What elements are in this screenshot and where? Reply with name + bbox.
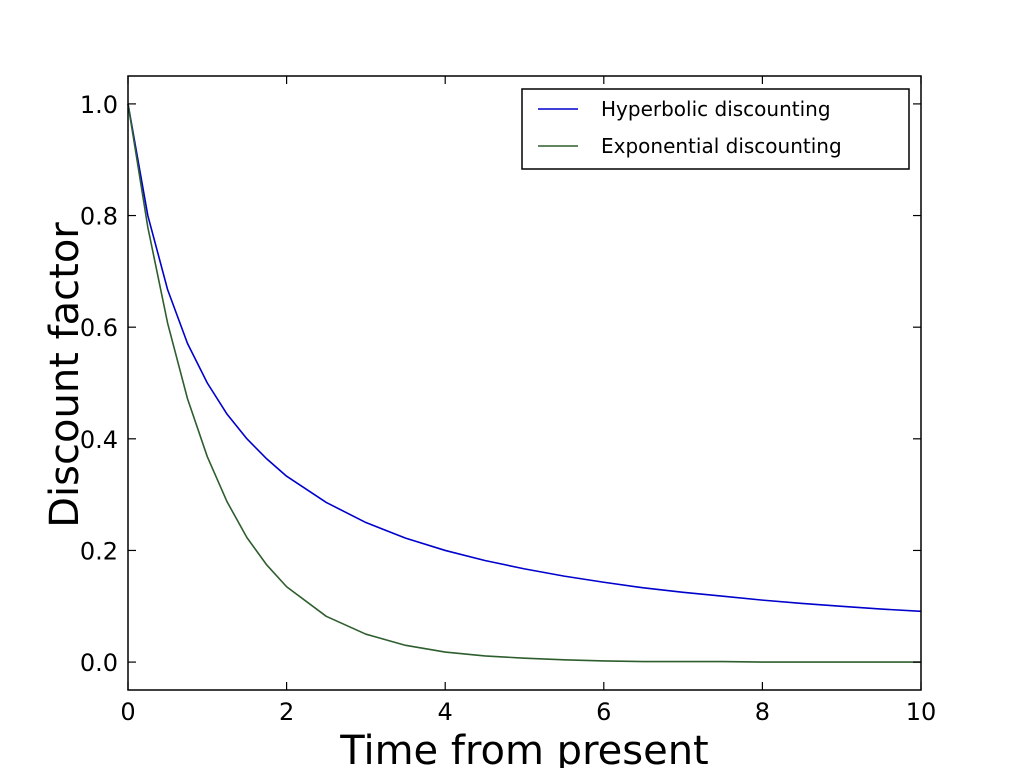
x-tick-label: 0	[120, 698, 135, 726]
series-layer	[128, 104, 921, 662]
legend: Hyperbolic discounting Exponential discou…	[522, 89, 909, 169]
x-tick-label: 8	[755, 698, 770, 726]
x-tick-label: 10	[906, 698, 937, 726]
legend-label-hyperbolic: Hyperbolic discounting	[601, 97, 831, 121]
y-tick-label: 0.0	[80, 649, 118, 677]
series-line-hyperbolic	[128, 104, 921, 611]
series-line-exponential	[128, 104, 921, 662]
x-tick-label: 2	[279, 698, 294, 726]
y-tick-label: 1.0	[80, 91, 118, 119]
x-tick-label: 4	[438, 698, 453, 726]
legend-label-exponential: Exponential discounting	[601, 134, 842, 158]
y-tick-label: 0.2	[80, 537, 118, 565]
tick-layer: 0 2 4 6 8 100.00.20.40.60.81.0	[80, 76, 936, 726]
y-axis-title: Discount factor	[42, 222, 88, 528]
x-tick-label: 6	[596, 698, 611, 726]
x-axis-title: Time from present	[339, 728, 708, 768]
